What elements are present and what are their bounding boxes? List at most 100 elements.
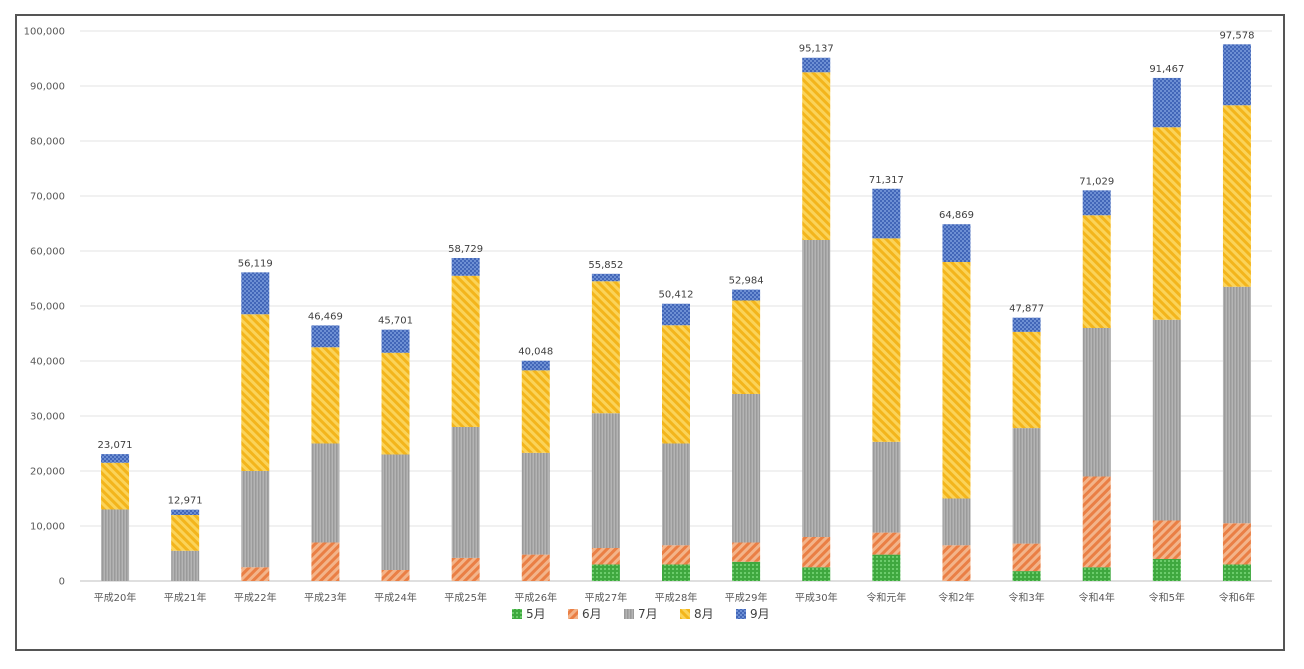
bar-segment [1012,543,1041,572]
legend-label: 6月 [582,607,602,621]
bar-segment [521,360,550,371]
bar-segment [591,273,620,282]
y-tick-label: 70,000 [30,192,65,203]
bar-segment [1012,571,1041,581]
total-label: 56,119 [238,258,273,269]
legend-swatch [680,609,690,619]
y-tick-label: 100,000 [24,27,65,38]
bar-segment [942,224,971,262]
bar-segment [1012,331,1041,429]
bar-segment [101,454,130,463]
x-tick-label: 平成28年 [655,591,698,604]
y-tick-label: 50,000 [30,302,65,313]
bar-segment [101,509,130,581]
legend-swatch [568,609,578,619]
y-tick-label: 20,000 [30,467,65,478]
total-label: 45,701 [378,316,413,327]
y-tick-label: 10,000 [30,522,65,533]
total-label: 97,578 [1219,30,1254,41]
x-tick-label: 平成20年 [94,591,137,604]
bars [101,44,1251,581]
bar-segment [521,370,550,453]
total-label: 71,029 [1079,176,1114,187]
bar-segment [1152,559,1181,581]
bar-segment [662,443,690,546]
bar-segment [1222,286,1251,524]
total-label: 64,869 [939,210,974,221]
bar-segment [942,498,971,546]
total-label: 23,071 [98,440,133,451]
y-tick-label: 60,000 [30,247,65,258]
bar-segment [802,57,831,73]
legend-label: 7月 [638,607,658,621]
total-label: 52,984 [729,276,764,287]
x-tick-label: 令和元年 [866,591,906,604]
bar-segment [732,542,761,562]
bar-segment [171,509,200,515]
total-label: 58,729 [448,244,483,255]
legend-label: 8月 [694,607,714,621]
bar-segment [1152,520,1181,559]
bar-segment [732,289,761,301]
legend: 5月 6月 7月 8月 9月 [512,607,770,621]
bar-segment [872,441,901,533]
bar-segment [521,452,550,555]
bar-segment [942,545,971,581]
bar-segment [451,427,480,558]
bar-segment [381,329,410,353]
total-label: 91,467 [1149,64,1184,75]
x-tick-label: 令和3年 [1008,591,1044,604]
bar-segment [732,394,761,543]
y-tick-label: 30,000 [30,412,65,423]
chart-frame [15,14,1285,651]
x-tick-label: 令和5年 [1149,591,1185,604]
bar-segment [872,238,901,442]
bar-segment [662,325,690,444]
bar-segment [381,352,410,455]
bar-segment [451,257,480,276]
bar-segment [451,275,480,427]
bar-segment [311,443,340,543]
y-axis: 0 10,000 20,000 30,000 40,000 50,000 60,000 70,… [24,27,65,588]
bar-segment [101,462,130,510]
x-tick-label: 平成24年 [374,591,417,604]
bar-segment [802,72,831,240]
x-tick-label: 平成29年 [725,591,768,604]
bar-segment [1152,319,1181,521]
bar-segment [662,545,690,565]
x-tick-label: 令和2年 [938,591,974,604]
x-tick-label: 令和4年 [1079,591,1115,604]
bar-segment [591,548,620,565]
bar-segment [1012,428,1041,544]
bar-segment [1082,328,1111,477]
bar-segment [381,454,410,570]
bar-segment [1082,215,1111,328]
bar-segment [1222,523,1251,565]
total-labels: 23,071 12,971 56,119 46,469 45,701 58,729 40,0… [98,30,1255,506]
total-label: 95,137 [799,44,834,55]
bar-segment [451,557,480,581]
bar-segment [1222,564,1251,581]
x-tick-label: 平成23年 [304,591,347,604]
x-tick-label: 平成26年 [514,591,557,604]
bar-segment [1012,317,1041,332]
bar-segment [591,281,620,414]
bar-segment [591,413,620,548]
bar-segment [311,325,340,348]
total-label: 40,048 [518,347,553,358]
bar-segment [1222,44,1251,106]
x-tick-label: 平成22年 [234,591,277,604]
total-label: 12,971 [168,496,203,507]
bar-segment [872,188,901,239]
bar-segment [171,515,200,551]
y-tick-label: 80,000 [30,137,65,148]
bar-segment [591,564,620,581]
bar-segment [872,532,901,555]
x-tick-label: 平成27年 [585,591,628,604]
legend-swatch [624,609,634,619]
bar-segment [521,554,550,581]
bar-segment [662,564,690,581]
total-label: 47,877 [1009,304,1044,315]
bar-segment [241,471,270,568]
total-label: 50,412 [659,290,694,301]
